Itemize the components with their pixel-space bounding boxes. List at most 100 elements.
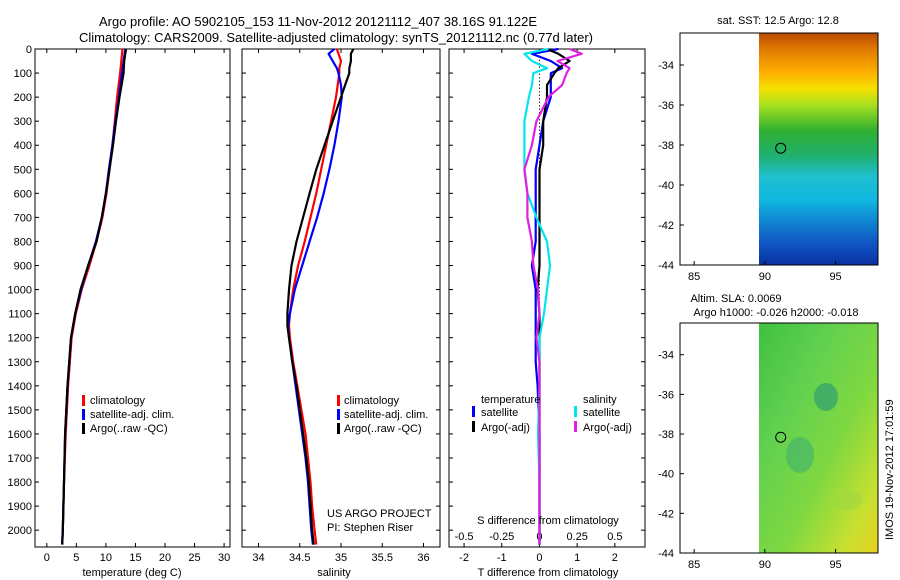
argo-position-marker bbox=[775, 431, 787, 443]
x-tick-label: 5 bbox=[73, 552, 79, 564]
temperature-legend: climatology satellite-adj. clim. Argo(..… bbox=[82, 395, 174, 435]
map-y-tick-label: -38 bbox=[658, 140, 674, 152]
difference-panel: -2 -1 0 1 2 -0.5 -0.25 0 0.25 0.5 S difference f… bbox=[448, 47, 646, 579]
sst-map-title: sat. SST: 12.5 Argo: 12.8 bbox=[717, 15, 839, 27]
series-line-salinity-argo-adj- bbox=[523, 47, 583, 545]
legend-swatch-t-argo bbox=[472, 421, 475, 432]
temperature-axes-frame bbox=[34, 48, 231, 548]
sst-field bbox=[759, 33, 878, 265]
legend-swatch-satellite bbox=[337, 409, 340, 420]
legend-argo: Argo(..raw -QC) bbox=[90, 423, 168, 435]
x-tick-label: 2 bbox=[612, 552, 618, 564]
legend-swatch-argo bbox=[82, 423, 85, 434]
map-y-tick-label: -36 bbox=[658, 389, 674, 401]
x-tick-label: 34.5 bbox=[289, 552, 310, 564]
s-tick-label: 0.25 bbox=[566, 531, 587, 543]
x-tick-label: 30 bbox=[218, 552, 230, 564]
depth-tick-label: 1300 bbox=[8, 357, 32, 369]
legend-salinity-title: salinity bbox=[583, 394, 617, 406]
legend-swatch-climatology bbox=[82, 395, 85, 406]
map-y-tick-label: -36 bbox=[658, 100, 674, 112]
t-difference-xlabel: T difference from climatology bbox=[478, 567, 619, 579]
depth-tick-label: 1800 bbox=[8, 477, 32, 489]
x-tick-label: 35.5 bbox=[372, 552, 393, 564]
sla-map-title-line1: Altim. SLA: 0.0069 bbox=[690, 293, 781, 305]
salinity-legend: climatology satellite-adj. clim. Argo(..… bbox=[337, 395, 428, 435]
map-y-tick-label: -42 bbox=[658, 220, 674, 232]
map-y-tick-label: -34 bbox=[658, 60, 674, 72]
depth-tick-label: 900 bbox=[14, 261, 32, 273]
sst-axes-frame bbox=[679, 32, 879, 266]
depth-tick-label: 300 bbox=[14, 116, 32, 128]
temperature-x-axis: 0 5 10 15 20 25 30 bbox=[44, 49, 230, 564]
legend-swatch-climatology bbox=[337, 395, 340, 406]
x-tick-label: 10 bbox=[100, 552, 112, 564]
depth-tick-label: 1900 bbox=[8, 501, 32, 513]
map-y-tick-label: -38 bbox=[658, 429, 674, 441]
sla-map-panel: Altim. SLA: 0.0069 Argo h1000: -0.026 h2… bbox=[658, 293, 879, 571]
temperature-xlabel: temperature (deg C) bbox=[82, 567, 181, 579]
salinity-panel: 34 34.5 35 35.5 36 salinity climatology sate… bbox=[241, 48, 441, 579]
x-tick-label: 35 bbox=[335, 552, 347, 564]
salinity-xlabel: salinity bbox=[317, 567, 351, 579]
series-line-temperature-argo-adj- bbox=[536, 47, 571, 545]
s-tick-label: -0.5 bbox=[455, 531, 474, 543]
x-tick-label: 34 bbox=[252, 552, 264, 564]
sla-eddy-feature bbox=[786, 437, 814, 473]
x-tick-label: 15 bbox=[129, 552, 141, 564]
map-y-tick-label: -34 bbox=[658, 350, 674, 362]
map-y-tick-label: -40 bbox=[658, 180, 674, 192]
argo-position-marker bbox=[775, 142, 787, 154]
depth-tick-label: 400 bbox=[14, 140, 32, 152]
depth-tick-label: 500 bbox=[14, 164, 32, 176]
legend-swatch-s-satellite bbox=[574, 406, 577, 417]
depth-tick-label: 100 bbox=[14, 68, 32, 80]
depth-tick-label: 1000 bbox=[8, 285, 32, 297]
map-x-tick-label: 90 bbox=[759, 271, 771, 283]
x-tick-label: 1 bbox=[574, 552, 580, 564]
depth-tick-label: 1100 bbox=[8, 309, 32, 321]
x-tick-label: -1 bbox=[497, 552, 507, 564]
sla-axes-frame bbox=[679, 322, 879, 554]
depth-tick-label: 1200 bbox=[8, 333, 32, 345]
pi-annotation: PI: Stephen Riser bbox=[327, 522, 414, 534]
series-line-climatology bbox=[287, 48, 343, 545]
depth-tick-label: 700 bbox=[14, 212, 32, 224]
legend-s-satellite: satellite bbox=[583, 407, 620, 419]
depth-tick-label: 1400 bbox=[8, 381, 32, 393]
t-difference-x-axis: -2 -1 0 1 2 bbox=[459, 49, 618, 564]
depth-tick-label: 800 bbox=[14, 236, 32, 248]
x-tick-label: -2 bbox=[459, 552, 469, 564]
s-tick-label: 0.5 bbox=[607, 531, 622, 543]
legend-temperature-title: temperature bbox=[481, 394, 540, 406]
legend-s-argo: Argo(-adj) bbox=[583, 422, 632, 434]
depth-tick-label: 0 bbox=[26, 44, 32, 56]
depth-tick-label: 2000 bbox=[8, 525, 32, 537]
figure-title-line1: Argo profile: AO 5902105_153 11-Nov-2012… bbox=[99, 14, 537, 29]
sla-field bbox=[759, 323, 878, 553]
imos-timestamp: IMOS 19-Nov-2012 17:01:59 bbox=[884, 399, 896, 540]
legend-climatology: climatology bbox=[344, 395, 400, 407]
series-line-climatology bbox=[61, 48, 124, 545]
temperature-series bbox=[61, 48, 128, 545]
map-x-tick-label: 85 bbox=[688, 559, 700, 571]
depth-tick-label: 200 bbox=[14, 92, 32, 104]
difference-series bbox=[523, 47, 583, 545]
series-line-satellite-adj-clim- bbox=[287, 48, 343, 545]
sla-map-title-line2: Argo h1000: -0.026 h2000: -0.018 bbox=[693, 307, 858, 319]
x-tick-label: 0 bbox=[44, 552, 50, 564]
x-tick-label: 36 bbox=[417, 552, 429, 564]
map-x-tick-label: 90 bbox=[759, 559, 771, 571]
salinity-series bbox=[286, 48, 355, 545]
depth-tick-label: 600 bbox=[14, 188, 32, 200]
difference-legend: temperature satellite Argo(-adj) salinit… bbox=[472, 394, 632, 434]
map-y-tick-label: -44 bbox=[658, 548, 674, 560]
figure-title-line2: Climatology: CARS2009. Satellite-adjuste… bbox=[79, 30, 593, 45]
map-x-tick-label: 85 bbox=[688, 271, 700, 283]
depth-tick-label: 1700 bbox=[8, 453, 32, 465]
legend-swatch-t-satellite bbox=[472, 406, 475, 417]
map-x-tick-label: 95 bbox=[829, 271, 841, 283]
salinity-depth-ticks bbox=[242, 48, 440, 531]
sst-map-panel: sat. SST: 12.5 Argo: 12.8 85 90 95 -34 -36 -3… bbox=[658, 15, 879, 283]
